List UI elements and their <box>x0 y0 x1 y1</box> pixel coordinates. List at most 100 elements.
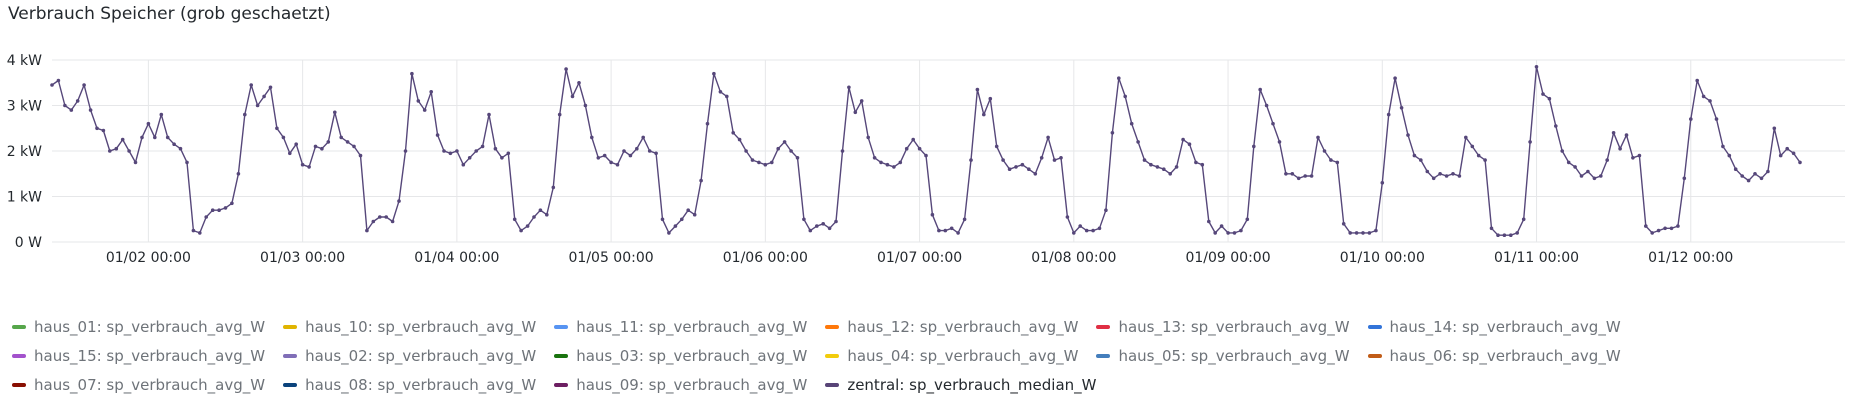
legend-swatch <box>554 325 569 329</box>
data-point <box>230 201 234 206</box>
data-point <box>384 215 389 219</box>
x-tick-label: 01/06 00:00 <box>723 250 808 266</box>
data-point <box>853 110 858 115</box>
data-point <box>1727 153 1732 158</box>
legend-item[interactable]: haus_07: sp_verbrauch_avg_W <box>12 374 273 396</box>
legend-item[interactable]: haus_08: sp_verbrauch_avg_W <box>283 374 544 396</box>
data-point <box>56 78 61 83</box>
data-point <box>1039 156 1044 160</box>
data-point <box>750 158 755 162</box>
data-point <box>859 99 864 103</box>
legend-label: haus_08: sp_verbrauch_avg_W <box>305 376 537 394</box>
data-point <box>757 160 761 165</box>
data-point <box>866 135 870 140</box>
data-point <box>352 144 356 149</box>
data-point <box>1721 144 1725 149</box>
legend-item[interactable]: haus_01: sp_verbrauch_avg_W <box>12 316 273 338</box>
legend-item[interactable]: haus_14: sp_verbrauch_avg_W <box>1367 316 1629 338</box>
data-point <box>538 208 543 212</box>
series-layer <box>50 65 1802 237</box>
data-point <box>1676 224 1680 228</box>
data-point <box>512 217 517 222</box>
data-point <box>898 160 903 165</box>
data-point <box>1264 103 1269 108</box>
data-point <box>1001 158 1005 162</box>
line-chart[interactable]: 0 W 1 kW 2 kW 3 kW 4 kW 01/02 00:00 01/03 00:… <box>0 0 1849 300</box>
legend-label: haus_05: sp_verbrauch_avg_W <box>1118 347 1350 365</box>
legend-item[interactable]: haus_06: sp_verbrauch_avg_W <box>1367 345 1629 367</box>
data-point <box>300 162 305 167</box>
legend-item[interactable]: zentral: sp_verbrauch_median_W <box>825 374 1104 396</box>
data-point <box>615 162 620 167</box>
data-point <box>1027 167 1031 171</box>
legend-item[interactable]: haus_04: sp_verbrauch_avg_W <box>825 345 1086 367</box>
legend-swatch <box>283 383 298 387</box>
data-point <box>1181 137 1185 142</box>
data-point <box>133 160 138 165</box>
data-point <box>917 146 922 151</box>
data-point <box>1226 231 1230 235</box>
legend-item[interactable]: haus_09: sp_verbrauch_avg_W <box>554 374 815 396</box>
data-point <box>969 158 973 162</box>
data-point <box>879 160 883 165</box>
data-point <box>1624 133 1629 137</box>
data-point <box>1213 231 1217 235</box>
data-point <box>949 226 954 231</box>
data-point <box>1740 174 1744 178</box>
data-point <box>962 217 967 222</box>
data-point <box>397 199 401 203</box>
legend-item[interactable]: haus_10: sp_verbrauch_avg_W <box>283 316 544 338</box>
legend-swatch <box>283 325 298 329</box>
data-point <box>1309 174 1314 178</box>
data-point <box>988 96 993 101</box>
data-point <box>1759 176 1764 181</box>
legend-label: haus_10: sp_verbrauch_avg_W <box>305 318 537 336</box>
data-point <box>95 126 99 131</box>
legend-label: haus_11: sp_verbrauch_avg_W <box>576 318 808 336</box>
data-point <box>249 83 253 87</box>
data-point <box>590 135 594 140</box>
data-point <box>1451 172 1455 176</box>
data-point <box>776 146 780 151</box>
data-point <box>416 99 421 103</box>
data-point <box>1329 158 1333 162</box>
data-point <box>1367 231 1372 235</box>
data-point <box>1052 158 1057 162</box>
panel-title[interactable]: Verbrauch Speicher (grob geschaetzt) <box>8 4 331 24</box>
data-point <box>1374 228 1378 233</box>
data-point <box>577 81 581 85</box>
data-point <box>1296 176 1301 181</box>
data-point <box>191 228 196 233</box>
data-point <box>982 112 986 117</box>
data-point <box>217 208 221 212</box>
data-point <box>487 112 491 117</box>
data-point <box>892 165 896 169</box>
legend-item[interactable]: haus_02: sp_verbrauch_avg_W <box>283 345 544 367</box>
data-point <box>725 94 729 99</box>
legend-swatch <box>12 325 26 329</box>
legend-item[interactable]: haus_11: sp_verbrauch_avg_W <box>554 316 815 338</box>
x-tick-label: 01/04 00:00 <box>414 250 499 266</box>
data-point <box>1335 160 1340 165</box>
legend-label: haus_06: sp_verbrauch_avg_W <box>1389 347 1621 365</box>
legend-item[interactable]: haus_05: sp_verbrauch_avg_W <box>1096 345 1357 367</box>
data-point <box>1547 96 1552 101</box>
legend-item[interactable]: haus_12: sp_verbrauch_avg_W <box>825 316 1086 338</box>
data-point <box>120 137 125 142</box>
legend-item[interactable]: haus_03: sp_verbrauch_avg_W <box>554 345 815 367</box>
data-point <box>808 228 813 233</box>
data-point <box>243 112 247 117</box>
data-point <box>358 153 363 158</box>
legend-label: haus_03: sp_verbrauch_avg_W <box>576 347 808 365</box>
legend: haus_01: sp_verbrauch_avg_W haus_10: sp_v… <box>12 316 1842 396</box>
data-point <box>1689 117 1693 121</box>
data-point <box>782 140 787 144</box>
legend-item[interactable]: haus_13: sp_verbrauch_avg_W <box>1096 316 1357 338</box>
data-point <box>737 137 742 142</box>
data-point <box>994 144 999 149</box>
data-point <box>435 133 440 137</box>
x-tick-label: 01/05 00:00 <box>569 250 654 266</box>
legend-item[interactable]: haus_15: sp_verbrauch_avg_W <box>12 345 273 367</box>
data-point <box>660 217 665 222</box>
data-point <box>1509 233 1513 237</box>
